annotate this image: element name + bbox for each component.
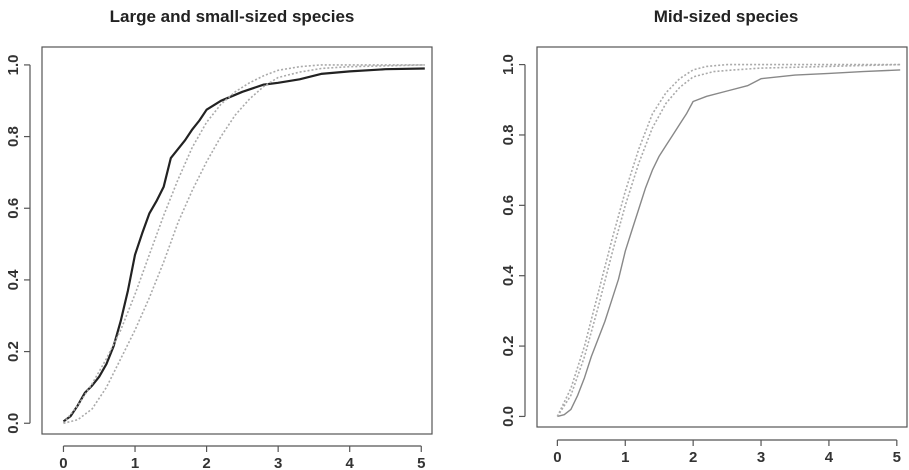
y-tick-label: 0.6: [5, 198, 22, 219]
series-line-1: [557, 69, 901, 418]
y-tick-label: 0.8: [500, 125, 517, 146]
x-tick-label: 0: [553, 449, 561, 466]
chart-title: Large and small-sized species: [110, 7, 355, 26]
x-axis: 0 1 2 3 4 5: [553, 439, 901, 466]
y-tick-label: 0.8: [5, 126, 22, 147]
x-tick-label: 1: [131, 455, 139, 470]
x-tick-label: 2: [689, 449, 697, 466]
y-tick-label: 0.4: [5, 269, 22, 291]
y-tick-label: 0.6: [500, 195, 517, 216]
x-tick-label: 3: [274, 455, 282, 470]
chart-mid-sized-species: Mid-sized species 0 1 2 3 4 5 0.0 0.2 0.4 0.6 0.8…: [500, 7, 908, 466]
x-tick-label: 3: [757, 449, 765, 466]
y-tick-label: 0.2: [5, 341, 22, 362]
x-tick-label: 2: [202, 455, 210, 470]
x-tick-label: 4: [346, 455, 355, 470]
chart-large-small-species: Large and small-sized species 0 1 2 3 4 5 0.0…: [5, 7, 433, 470]
y-tick-label: 0.4: [500, 265, 517, 287]
x-tick-label: 1: [621, 449, 629, 466]
y-axis: 0.0 0.2 0.4 0.6 0.8 1.0: [500, 54, 526, 427]
y-tick-label: 0.0: [500, 406, 517, 427]
plot-marks: [62, 64, 425, 425]
y-tick-label: 1.0: [500, 54, 517, 75]
series-line-1: [62, 67, 425, 423]
x-tick-label: 0: [59, 455, 67, 470]
y-tick-label: 0.2: [500, 336, 517, 357]
plot-frame: [536, 46, 908, 428]
y-axis: 0.0 0.2 0.4 0.6 0.8 1.0: [5, 54, 31, 434]
series-line-2: [62, 64, 425, 424]
chart-title: Mid-sized species: [654, 7, 799, 26]
x-tick-label: 5: [893, 449, 901, 466]
plot-marks: [556, 63, 901, 418]
series-line-2: [556, 63, 901, 417]
y-tick-label: 0.0: [5, 413, 22, 434]
x-tick-label: 4: [825, 449, 834, 466]
series-line-3: [63, 64, 425, 425]
plot-frame: [41, 46, 433, 435]
x-axis: 0 1 2 3 4 5: [59, 445, 425, 470]
series-line-3: [556, 63, 901, 417]
x-tick-label: 5: [417, 455, 425, 470]
y-tick-label: 1.0: [5, 54, 22, 75]
